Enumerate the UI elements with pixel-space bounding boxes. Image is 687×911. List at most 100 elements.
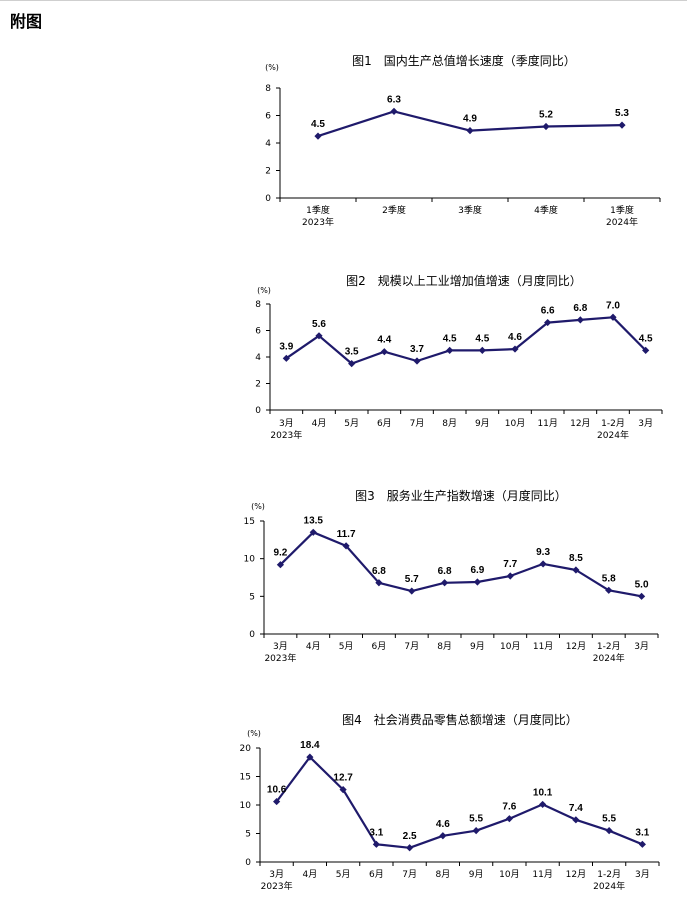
data-label: 4.5 [311, 119, 325, 130]
data-point [473, 578, 482, 586]
data-label: 6.6 [541, 306, 555, 317]
x-tick-label: 8月 [442, 418, 457, 429]
data-label: 7.7 [503, 559, 517, 570]
y-tick-label: 15 [240, 773, 251, 783]
y-tick-label: 10 [244, 555, 256, 565]
x-tick-label: 9月 [469, 869, 484, 880]
data-label: 4.6 [508, 332, 522, 343]
data-point [306, 753, 314, 761]
data-label: 3.9 [279, 341, 293, 352]
x-tick-label: 3月 [279, 418, 294, 429]
x-tick-label: 12月 [570, 418, 590, 429]
data-label: 5.8 [602, 573, 616, 584]
y-tick-label: 0 [265, 194, 271, 204]
data-label: 9.2 [273, 548, 287, 559]
x-tick-label: 4季度 [534, 204, 558, 216]
data-label: 5.3 [615, 108, 629, 119]
data-label: 5.0 [635, 579, 649, 590]
y-tick-label: 4 [265, 139, 271, 149]
x-year-label: 2024年 [593, 652, 625, 664]
y-tick-label: 4 [255, 353, 261, 363]
data-point [440, 579, 449, 587]
data-point [542, 122, 550, 131]
x-tick-label: 7月 [404, 641, 419, 652]
y-tick-label: 0 [249, 630, 255, 640]
data-point [273, 797, 281, 806]
data-point [642, 346, 650, 354]
unit-label: (%) [251, 502, 265, 511]
x-tick-label: 8月 [436, 869, 451, 880]
data-point [572, 816, 580, 824]
x-tick-label: 10月 [500, 641, 520, 652]
data-label: 3.1 [635, 827, 649, 838]
data-point [348, 360, 356, 368]
x-tick-label: 3月 [269, 869, 284, 880]
y-tick-label: 5 [245, 830, 251, 840]
data-point [380, 348, 388, 356]
x-year-label: 2023年 [261, 880, 293, 892]
data-point [506, 572, 514, 580]
data-label: 5.6 [312, 319, 326, 330]
x-tick-label: 4月 [312, 418, 327, 429]
data-label: 4.4 [377, 335, 391, 346]
retail-sales-chart: 图4 社会消费品零售总额增速（月度同比）(%)051015203月2023年4月… [240, 712, 660, 892]
data-label: 7.6 [502, 802, 516, 813]
data-label: 4.5 [443, 333, 457, 344]
data-label: 4.5 [475, 333, 489, 344]
x-tick-label: 2季度 [382, 204, 406, 216]
data-label: 7.0 [606, 300, 620, 311]
data-point [406, 844, 414, 852]
data-point [413, 357, 421, 365]
x-tick-label: 12月 [566, 869, 586, 880]
unit-label: (%) [265, 63, 279, 72]
data-label: 12.7 [333, 773, 353, 784]
data-label: 5.5 [602, 814, 616, 825]
chart-title: 图1 国内生产总值增长速度（季度同比） [352, 53, 576, 68]
data-label: 10.1 [533, 787, 553, 798]
data-point [466, 127, 474, 135]
y-tick-label: 0 [245, 858, 251, 868]
y-tick-label: 0 [255, 406, 261, 416]
chart-title: 图2 规模以上工业增加值增速（月度同比） [346, 273, 582, 288]
data-point [472, 827, 480, 835]
top-divider [0, 0, 687, 1]
x-tick-label: 7月 [410, 418, 425, 429]
data-label: 6.8 [438, 566, 452, 577]
x-year-label: 2023年 [302, 216, 334, 228]
data-label: 4.9 [463, 114, 477, 125]
x-tick-label: 1季度 [610, 204, 634, 216]
x-year-label: 2023年 [264, 652, 296, 664]
x-tick-label: 11月 [532, 869, 552, 880]
x-tick-label: 10月 [505, 418, 525, 429]
y-tick-label: 10 [240, 801, 252, 811]
x-tick-label: 7月 [402, 869, 417, 880]
y-tick-label: 2 [255, 380, 261, 390]
data-label: 5.2 [539, 110, 553, 121]
y-tick-label: 20 [240, 744, 252, 754]
x-tick-label: 5月 [344, 418, 359, 429]
data-point [539, 560, 547, 568]
y-tick-label: 6 [265, 112, 271, 122]
data-label: 6.8 [372, 566, 386, 577]
x-tick-label: 9月 [470, 641, 485, 652]
data-point [315, 332, 323, 340]
x-tick-label: 6月 [372, 641, 387, 652]
series-line [275, 755, 643, 849]
data-label: 8.5 [569, 553, 583, 564]
x-tick-label: 3月 [273, 641, 288, 652]
y-tick-label: 6 [255, 327, 261, 337]
data-label: 3.1 [369, 827, 383, 838]
y-tick-label: 8 [255, 300, 261, 310]
series-line [285, 316, 647, 365]
unit-label: (%) [257, 286, 271, 295]
data-point [637, 592, 646, 600]
x-tick-label: 11月 [533, 641, 553, 652]
x-year-label: 2024年 [593, 880, 625, 892]
data-label: 6.9 [470, 565, 484, 576]
data-point [339, 786, 347, 794]
x-tick-label: 5月 [339, 641, 354, 652]
x-tick-label: 1-2月 [597, 641, 621, 652]
data-point [408, 587, 416, 595]
